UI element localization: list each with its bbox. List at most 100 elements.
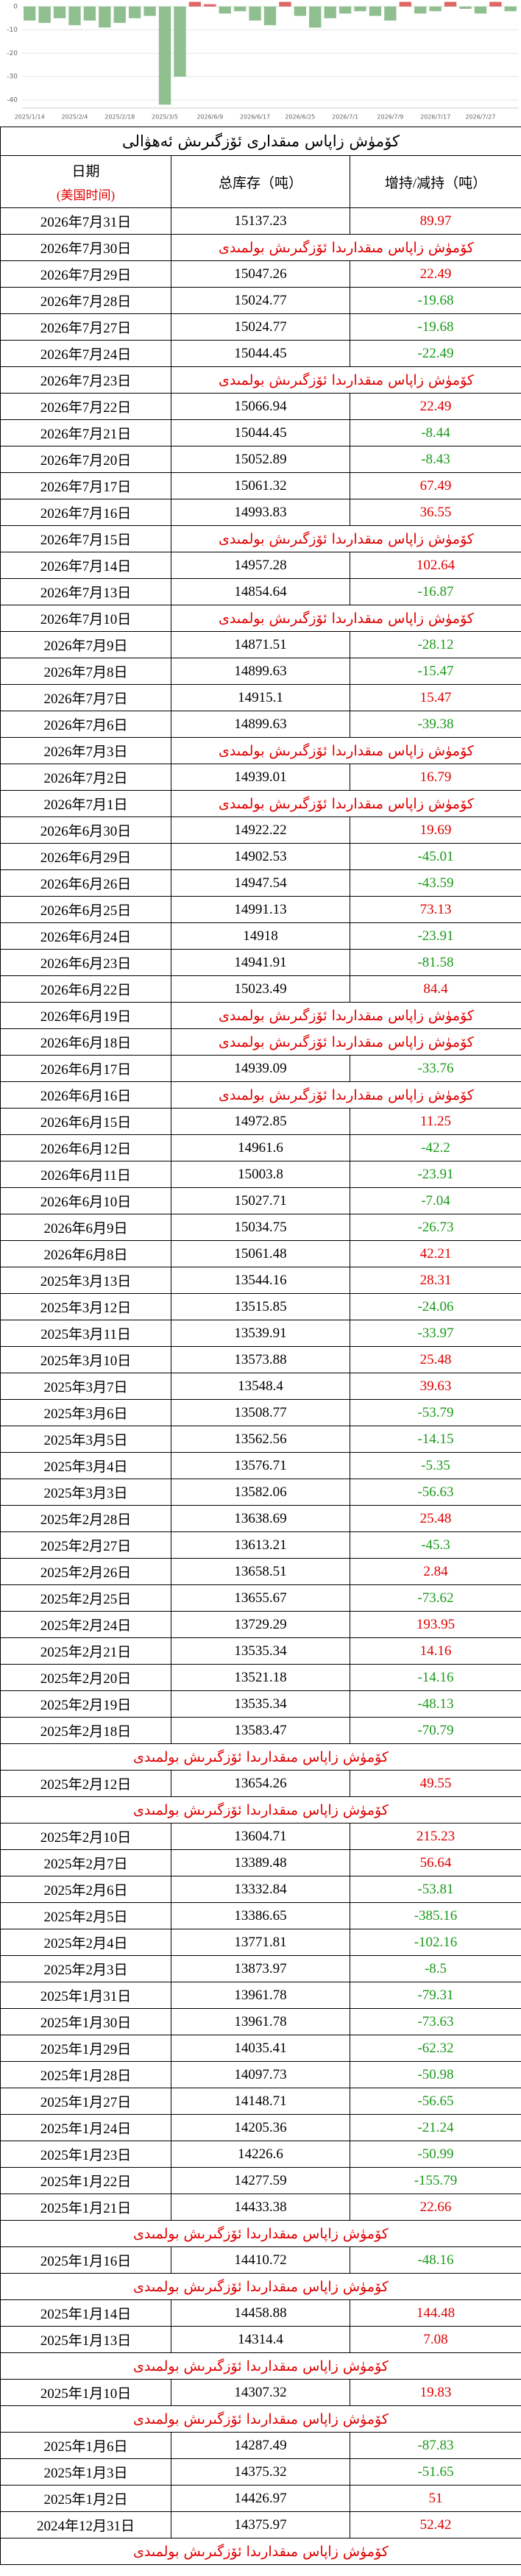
cell: 2025年1月3日 xyxy=(0,2458,171,2486)
cell: 22.49 xyxy=(349,393,521,420)
cell: -21.24 xyxy=(349,2114,521,2141)
cell: 14939.09 xyxy=(171,1055,350,1082)
cell: 14915.1 xyxy=(171,684,350,711)
cell: 22.66 xyxy=(349,2193,521,2221)
table-row: 2025年2月6日 13332.84 -53.81 xyxy=(0,1876,521,1903)
cell: 2025年1月21日 xyxy=(0,2193,171,2221)
table-row: 2025年1月24日 14205.36 -21.24 xyxy=(0,2114,521,2141)
cell: 2025年1月10日 xyxy=(0,2379,171,2406)
table-row: 2025年3月13日 13544.16 28.31 xyxy=(0,1267,521,1294)
cell: 11.25 xyxy=(349,1108,521,1135)
bar xyxy=(354,6,366,12)
cell: -73.62 xyxy=(349,1584,521,1612)
table-row: 2026年6月24日 14918 -23.91 xyxy=(0,922,521,950)
cell: 14961.6 xyxy=(171,1134,350,1161)
x-tick-label: 2026/7/1 xyxy=(332,114,358,121)
cell: 15.47 xyxy=(349,684,521,711)
cell: 2025年1月16日 xyxy=(0,2246,171,2274)
table-row: 2026年7月29日 15047.26 22.49 xyxy=(0,260,521,288)
cell: 14433.38 xyxy=(171,2193,350,2221)
cell: -56.63 xyxy=(349,1479,521,1506)
cell: 2025年3月5日 xyxy=(0,1426,171,1453)
cell: 14922.22 xyxy=(171,816,350,844)
header-change: 增持/减持（吨） xyxy=(349,155,521,208)
table-row: 2026年6月26日 14947.54 -43.59 xyxy=(0,869,521,897)
table-row: 2026年7月15日 كۆمۈش زاپاس مىقدارىدا ئۆزگىرىش… xyxy=(0,525,521,552)
cell: 2026年6月26日 xyxy=(0,869,171,897)
cell: 14993.83 xyxy=(171,499,350,526)
x-tick-label: 2026/6/25 xyxy=(285,114,315,121)
table-row: 2026年7月1日 كۆمۈش زاپاس مىقدارىدا ئۆزگىرىش … xyxy=(0,790,521,817)
table-row: 2026年7月7日 14915.1 15.47 xyxy=(0,684,521,711)
table-row: 2026年7月30日 كۆمۈش زاپاس مىقدارىدا ئۆزگىرىش… xyxy=(0,234,521,261)
cell: 13548.4 xyxy=(171,1373,350,1400)
table-row: 2026年7月23日 كۆمۈش زاپاس مىقدارىدا ئۆزگىرىش… xyxy=(0,366,521,394)
y-tick-label: -40 xyxy=(7,96,18,104)
table-row: 2026年7月8日 14899.63 -15.47 xyxy=(0,658,521,685)
cell: 14899.63 xyxy=(171,658,350,685)
cell: 2025年2月25日 xyxy=(0,1584,171,1612)
x-tick-label: 2025/3/5 xyxy=(152,114,178,121)
cell: 13613.21 xyxy=(171,1531,350,1559)
cell: 2026年7月30日 xyxy=(0,234,171,261)
cell: 13539.91 xyxy=(171,1320,350,1347)
cell: 13658.51 xyxy=(171,1558,350,1585)
cell: -53.79 xyxy=(349,1399,521,1426)
cell: 15044.45 xyxy=(171,340,350,367)
cell: 2025年1月28日 xyxy=(0,2061,171,2088)
bar xyxy=(339,6,352,14)
table-row: 2025年2月20日 13521.18 -14.16 xyxy=(0,1664,521,1691)
cell: 22.49 xyxy=(349,260,521,288)
cell: 13583.47 xyxy=(171,1717,350,1744)
cell: 2026年7月16日 xyxy=(0,499,171,526)
cell: 2026年7月8日 xyxy=(0,658,171,685)
cell: 52.42 xyxy=(349,2511,521,2538)
cell: -8.44 xyxy=(349,419,521,446)
table-row: كۆمۈش زاپاس مىقدارىدا ئۆزگىرىش بولمىدى xyxy=(0,1743,521,1771)
header-row: 日期 (美国时间) 总库存（吨） 增持/减持（吨） xyxy=(0,155,521,208)
table-row: 2025年3月7日 13548.4 39.63 xyxy=(0,1373,521,1400)
table-row: 2025年2月21日 13535.34 14.16 xyxy=(0,1637,521,1665)
table-row: 2026年6月8日 15061.48 42.21 xyxy=(0,1240,521,1267)
cell: 144.48 xyxy=(349,2299,521,2327)
bar xyxy=(68,6,81,26)
table-row: 2026年7月13日 14854.64 -16.87 xyxy=(0,578,521,605)
table-row: 2026年7月14日 14957.28 102.64 xyxy=(0,552,521,579)
table-row: 2025年3月11日 13539.91 -33.97 xyxy=(0,1320,521,1347)
cell: 215.23 xyxy=(349,1823,521,1850)
table-row: 2025年1月10日 14307.32 19.83 xyxy=(0,2379,521,2406)
cell: 84.4 xyxy=(349,975,521,1003)
cell: -42.2 xyxy=(349,1134,521,1161)
cell: 15061.32 xyxy=(171,472,350,499)
cell: كۆمۈش زاپاس مىقدارىدا ئۆزگىرىش بولمىدى xyxy=(0,2273,521,2300)
table-row: 2025年3月5日 13562.56 -14.15 xyxy=(0,1426,521,1453)
table-row: 2026年7月6日 14899.63 -39.38 xyxy=(0,711,521,738)
cell: 14947.54 xyxy=(171,869,350,897)
cell: -19.68 xyxy=(349,313,521,341)
x-tick-label: 2025/1/14 xyxy=(15,114,45,121)
cell: 15137.23 xyxy=(171,207,350,235)
table-row: 2025年2月12日 13654.26 49.55 xyxy=(0,1770,521,1797)
cell: 14972.85 xyxy=(171,1108,350,1135)
cell: 14205.36 xyxy=(171,2114,350,2141)
x-tick-label: 2026/7/17 xyxy=(420,114,450,121)
cell: 13535.34 xyxy=(171,1637,350,1665)
cell: 15024.77 xyxy=(171,287,350,314)
cell: -19.68 xyxy=(349,287,521,314)
cell: 15066.94 xyxy=(171,393,350,420)
bar xyxy=(474,6,487,14)
cell: -73.63 xyxy=(349,2008,521,2035)
cell: 14899.63 xyxy=(171,711,350,738)
cell: 28.31 xyxy=(349,1267,521,1294)
cell: 13729.29 xyxy=(171,1611,350,1638)
table-row: 2026年7月3日 كۆمۈش زاپاس مىقدارىدا ئۆزگىرىش … xyxy=(0,737,521,764)
cell: 51 xyxy=(349,2485,521,2512)
cell: 2025年2月7日 xyxy=(0,1849,171,1876)
header-total: 总库存（吨） xyxy=(171,155,350,208)
bar xyxy=(279,1,291,7)
cell: 15047.26 xyxy=(171,260,350,288)
x-tick-label: 2026/7/27 xyxy=(465,114,495,121)
cell: 2025年2月27日 xyxy=(0,1531,171,1559)
cell: -26.73 xyxy=(349,1214,521,1241)
table-row: 2025年1月3日 14375.32 -51.65 xyxy=(0,2458,521,2486)
